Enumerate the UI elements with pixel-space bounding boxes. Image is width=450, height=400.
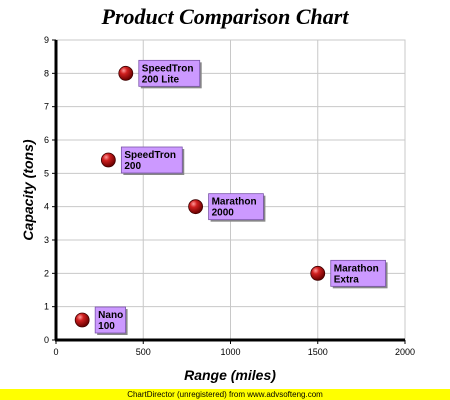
data-label-box (208, 193, 264, 221)
y-axis-label: Capacity (tons) (20, 139, 36, 240)
grid (55, 39, 406, 341)
y-tick-label: 2 (44, 268, 49, 278)
y-tick-label: 7 (44, 102, 49, 112)
y-tick-label: 6 (44, 135, 49, 145)
data-label: 200 Lite (142, 74, 180, 85)
x-tick-label: 1500 (308, 347, 328, 357)
data-label-box (138, 59, 201, 87)
x-tick-label: 2000 (395, 347, 415, 357)
data-point-marker (188, 199, 204, 215)
x-tick-label: 0 (53, 347, 58, 357)
data-point-marker (100, 152, 116, 168)
scatter-chart: Product Comparison Chart 0 500 1000 1500 200… (20, 4, 415, 383)
y-tick-label: 4 (44, 202, 49, 212)
data-label: Nano (98, 310, 123, 321)
x-axis-label: Range (miles) (184, 367, 276, 383)
data-label: 100 (98, 321, 115, 332)
data-label: SpeedTron (142, 63, 194, 74)
data-label-box (94, 306, 126, 334)
tick-labels: 0 500 1000 1500 2000 0 1 2 3 4 5 6 7 8 9 (44, 35, 415, 357)
y-tick-label: 0 (44, 335, 49, 345)
axes (52, 39, 406, 344)
data-label: Marathon (212, 197, 257, 208)
y-tick-label: 1 (44, 302, 49, 312)
data-point-marker (310, 265, 326, 281)
chart-title: Product Comparison Chart (101, 4, 350, 29)
y-tick-label: 3 (44, 235, 49, 245)
data-label: Extra (334, 274, 359, 285)
x-tick-label: 1000 (220, 347, 240, 357)
data-label-box (330, 259, 386, 287)
y-tick-label: 9 (44, 35, 49, 45)
footer-banner: ChartDirector (unregistered) from www.ad… (0, 389, 450, 400)
x-tick-label: 500 (136, 347, 151, 357)
data-label: Marathon (334, 263, 379, 274)
data-label: 200 (124, 161, 141, 172)
data-label: 2000 (212, 208, 235, 219)
data-label: SpeedTron (124, 150, 176, 161)
y-tick-label: 8 (44, 68, 49, 78)
data-label-box (120, 146, 183, 174)
data-point-marker (118, 65, 134, 81)
data-point-marker (74, 312, 90, 328)
y-tick-label: 5 (44, 168, 49, 178)
